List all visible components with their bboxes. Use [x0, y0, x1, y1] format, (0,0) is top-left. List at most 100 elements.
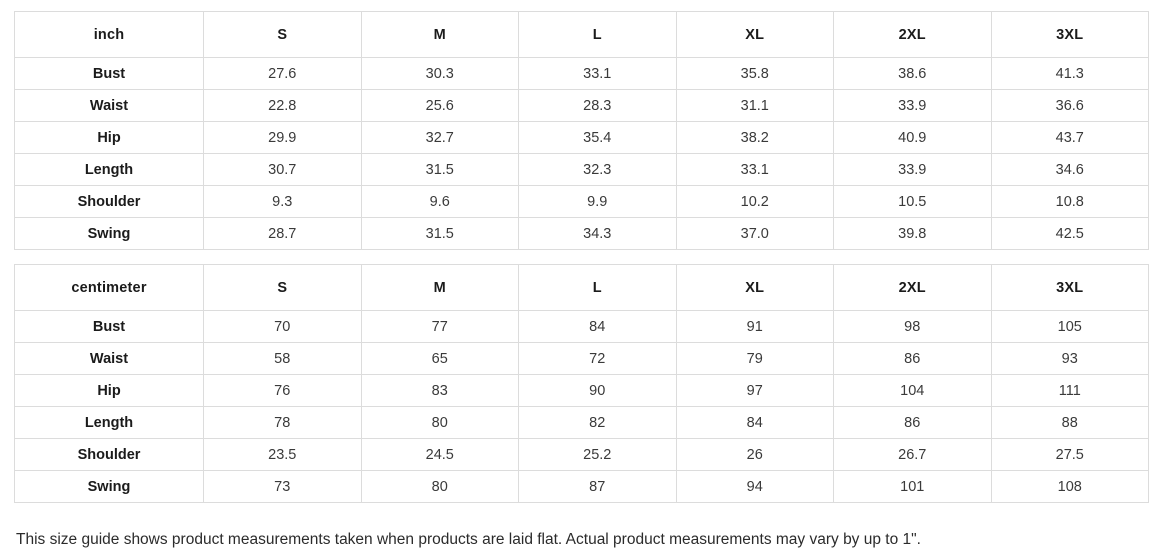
cell-swing-2xl: 39.8: [833, 217, 992, 250]
column-header-m: M: [360, 264, 519, 311]
column-header-xl: XL: [675, 11, 834, 58]
table-row: Waist 22.8 25.6 28.3 31.1 33.9 36.6: [14, 89, 1149, 122]
column-header-l: L: [518, 11, 677, 58]
cell-bust-3xl: 105: [990, 310, 1149, 343]
cell-bust-2xl: 98: [833, 310, 992, 343]
cell-swing-s: 73: [203, 470, 362, 503]
cell-length-s: 78: [203, 406, 362, 439]
size-table-centimeter: centimeter S M L XL 2XL 3XL Bust 70 77 8…: [14, 264, 1149, 503]
row-label-shoulder: Shoulder: [14, 438, 204, 471]
table-body-inch: Bust 27.6 30.3 33.1 35.8 38.6 41.3 Waist…: [14, 57, 1149, 250]
cell-waist-l: 72: [518, 342, 677, 375]
cell-shoulder-3xl: 10.8: [990, 185, 1149, 218]
row-label-length: Length: [14, 153, 204, 186]
cell-waist-xl: 79: [675, 342, 834, 375]
cell-hip-2xl: 104: [833, 374, 992, 407]
cell-length-l: 82: [518, 406, 677, 439]
column-header-l: L: [518, 264, 677, 311]
cell-swing-l: 34.3: [518, 217, 677, 250]
table-row: Hip 29.9 32.7 35.4 38.2 40.9 43.7: [14, 121, 1149, 154]
table-row: Swing 28.7 31.5 34.3 37.0 39.8 42.5: [14, 217, 1149, 250]
header-row: inch S M L XL 2XL 3XL: [14, 11, 1149, 58]
table-row: Hip 76 83 90 97 104 111: [14, 374, 1149, 407]
cell-length-3xl: 34.6: [990, 153, 1149, 186]
table-row: Swing 73 80 87 94 101 108: [14, 470, 1149, 503]
size-guide-disclaimer: This size guide shows product measuremen…: [16, 531, 921, 548]
cell-bust-s: 27.6: [203, 57, 362, 90]
table-row: Length 30.7 31.5 32.3 33.1 33.9 34.6: [14, 153, 1149, 186]
cell-shoulder-s: 23.5: [203, 438, 362, 471]
cell-waist-2xl: 86: [833, 342, 992, 375]
cell-waist-3xl: 36.6: [990, 89, 1149, 122]
cell-bust-m: 30.3: [360, 57, 519, 90]
header-row: centimeter S M L XL 2XL 3XL: [14, 264, 1149, 311]
column-header-2xl: 2XL: [833, 264, 992, 311]
cell-length-xl: 84: [675, 406, 834, 439]
row-label-swing: Swing: [14, 217, 204, 250]
cell-swing-xl: 94: [675, 470, 834, 503]
table-row: Length 78 80 82 84 86 88: [14, 406, 1149, 439]
cell-shoulder-m: 24.5: [360, 438, 519, 471]
cell-length-xl: 33.1: [675, 153, 834, 186]
cell-bust-s: 70: [203, 310, 362, 343]
cell-shoulder-xl: 10.2: [675, 185, 834, 218]
cell-shoulder-2xl: 10.5: [833, 185, 992, 218]
table-body-centimeter: Bust 70 77 84 91 98 105 Waist 58 65 72 7…: [14, 310, 1149, 503]
cell-length-m: 31.5: [360, 153, 519, 186]
column-header-m: M: [360, 11, 519, 58]
cell-hip-xl: 97: [675, 374, 834, 407]
row-label-bust: Bust: [14, 57, 204, 90]
cell-waist-m: 25.6: [360, 89, 519, 122]
cell-length-2xl: 33.9: [833, 153, 992, 186]
cell-length-m: 80: [360, 406, 519, 439]
cell-bust-l: 84: [518, 310, 677, 343]
row-label-waist: Waist: [14, 342, 204, 375]
table-row: Shoulder 23.5 24.5 25.2 26 26.7 27.5: [14, 438, 1149, 471]
row-label-bust: Bust: [14, 310, 204, 343]
cell-swing-xl: 37.0: [675, 217, 834, 250]
cell-swing-l: 87: [518, 470, 677, 503]
cell-hip-3xl: 43.7: [990, 121, 1149, 154]
cell-swing-2xl: 101: [833, 470, 992, 503]
cell-bust-m: 77: [360, 310, 519, 343]
cell-waist-s: 22.8: [203, 89, 362, 122]
cell-waist-3xl: 93: [990, 342, 1149, 375]
cell-swing-m: 80: [360, 470, 519, 503]
row-label-hip: Hip: [14, 374, 204, 407]
cell-hip-m: 32.7: [360, 121, 519, 154]
cell-waist-m: 65: [360, 342, 519, 375]
row-label-swing: Swing: [14, 470, 204, 503]
size-table-inch: inch S M L XL 2XL 3XL Bust 27.6 30.3 33.…: [14, 11, 1149, 250]
cell-bust-xl: 35.8: [675, 57, 834, 90]
cell-length-2xl: 86: [833, 406, 992, 439]
table-header-centimeter: centimeter S M L XL 2XL 3XL: [14, 264, 1149, 311]
cell-hip-l: 90: [518, 374, 677, 407]
cell-shoulder-l: 25.2: [518, 438, 677, 471]
table-row: Bust 27.6 30.3 33.1 35.8 38.6 41.3: [14, 57, 1149, 90]
cell-length-s: 30.7: [203, 153, 362, 186]
cell-swing-s: 28.7: [203, 217, 362, 250]
cell-bust-l: 33.1: [518, 57, 677, 90]
cell-bust-2xl: 38.6: [833, 57, 992, 90]
table-row: Shoulder 9.3 9.6 9.9 10.2 10.5 10.8: [14, 185, 1149, 218]
cell-length-l: 32.3: [518, 153, 677, 186]
cell-shoulder-2xl: 26.7: [833, 438, 992, 471]
cell-shoulder-l: 9.9: [518, 185, 677, 218]
column-header-xl: XL: [675, 264, 834, 311]
column-header-3xl: 3XL: [990, 264, 1149, 311]
cell-shoulder-s: 9.3: [203, 185, 362, 218]
cell-swing-3xl: 108: [990, 470, 1149, 503]
unit-header-inch: inch: [14, 11, 204, 58]
cell-waist-2xl: 33.9: [833, 89, 992, 122]
row-label-length: Length: [14, 406, 204, 439]
column-header-3xl: 3XL: [990, 11, 1149, 58]
row-label-shoulder: Shoulder: [14, 185, 204, 218]
cell-shoulder-3xl: 27.5: [990, 438, 1149, 471]
cell-waist-xl: 31.1: [675, 89, 834, 122]
cell-bust-3xl: 41.3: [990, 57, 1149, 90]
column-header-s: S: [203, 264, 362, 311]
table-row: Waist 58 65 72 79 86 93: [14, 342, 1149, 375]
cell-waist-l: 28.3: [518, 89, 677, 122]
cell-hip-3xl: 111: [990, 374, 1149, 407]
